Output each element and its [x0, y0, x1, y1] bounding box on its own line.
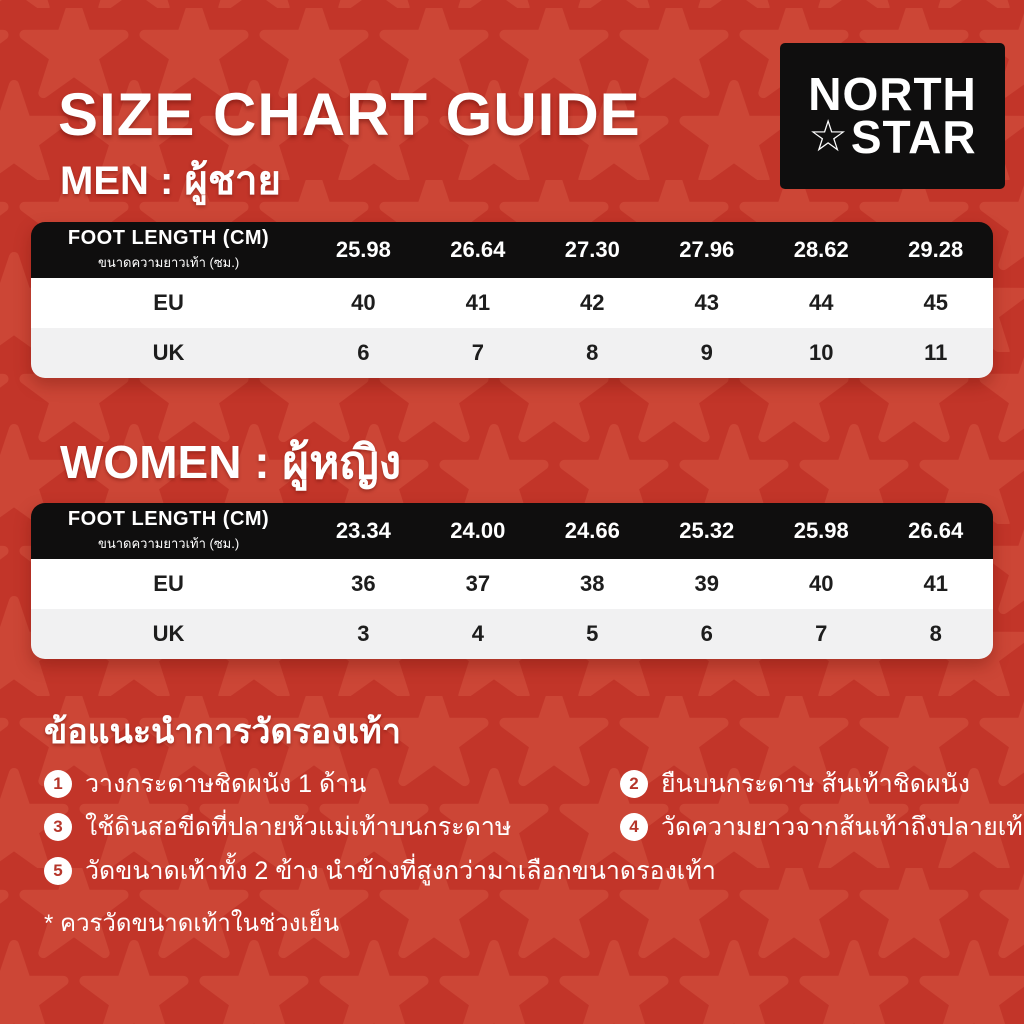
- men-length-value: 27.30: [564, 237, 620, 262]
- men-uk-size: 6: [357, 340, 370, 365]
- women-eu-label: EU: [153, 571, 184, 596]
- instructions-heading: ข้อแนะนำการวัดรองเท้า: [44, 713, 401, 751]
- women-length-value: 24.00: [450, 518, 506, 543]
- women-uk-label: UK: [152, 621, 185, 646]
- foot-length-sublabel-thai: ขนาดความยาวเท้า (ซม.): [97, 536, 240, 551]
- foot-length-label: FOOT LENGTH (CM): [67, 227, 270, 249]
- women-uk-size: 5: [586, 621, 599, 646]
- women-uk-row: UK 3 4 5 6 7 8: [31, 609, 993, 659]
- step-3-badge: 3: [44, 813, 72, 841]
- step-5-badge: 5: [44, 857, 72, 885]
- star-outline-icon: ☆: [808, 112, 849, 162]
- men-table-header-row: FOOT LENGTH (CM) ขนาดความยาวเท้า (ซม.) 2…: [31, 222, 993, 278]
- women-length-value: 24.66: [564, 518, 620, 543]
- step-4-badge: 4: [620, 813, 648, 841]
- instruction-item-4: 4 วัดความยาวจากส้นเท้าถึงปลายเท้า: [620, 807, 1024, 847]
- men-length-value: 25.98: [335, 237, 391, 262]
- women-uk-size: 6: [700, 621, 713, 646]
- women-eu-size: 41: [923, 571, 948, 596]
- men-uk-size: 11: [924, 340, 948, 365]
- men-uk-size: 7: [471, 340, 484, 365]
- instruction-item-3: 3 ใช้ดินสอขีดที่ปลายหัวแม่เท้าบนกระดาษ: [44, 807, 511, 847]
- men-eu-size: 43: [694, 290, 719, 315]
- men-uk-size: 10: [808, 340, 834, 365]
- women-eu-size: 39: [694, 571, 719, 596]
- foot-length-label: FOOT LENGTH (CM): [67, 508, 270, 530]
- men-uk-size: 9: [700, 340, 713, 365]
- women-eu-size: 37: [465, 571, 491, 596]
- men-length-value: 27.96: [679, 237, 735, 262]
- women-length-value: 26.64: [908, 518, 964, 543]
- men-size-table: FOOT LENGTH (CM) ขนาดความยาวเท้า (ซม.) 2…: [31, 222, 993, 378]
- step-2-text: ยืนบนกระดาษ ส้นเท้าชิดผนัง: [661, 770, 970, 798]
- women-eu-row: EU 36 37 38 39 40 41: [31, 559, 993, 609]
- women-foot-length-header: FOOT LENGTH (CM) ขนาดความยาวเท้า (ซม.): [31, 508, 306, 554]
- women-length-value: 25.98: [793, 518, 849, 543]
- foot-length-sublabel-thai: ขนาดความยาวเท้า (ซม.): [97, 255, 240, 270]
- logo-text-star-row: ☆ STAR: [808, 111, 977, 163]
- men-eu-row: EU 40 41 42 43 44 45: [31, 278, 993, 328]
- women-length-value: 25.32: [679, 518, 735, 543]
- women-length-value: 23.34: [335, 518, 391, 543]
- women-uk-size: 3: [357, 621, 370, 646]
- women-size-table: FOOT LENGTH (CM) ขนาดความยาวเท้า (ซม.) 2…: [31, 503, 993, 659]
- men-foot-length-header: FOOT LENGTH (CM) ขนาดความยาวเท้า (ซม.): [31, 227, 306, 273]
- men-length-value: 29.28: [908, 237, 964, 262]
- step-4-text: วัดความยาวจากส้นเท้าถึงปลายเท้า: [661, 813, 1024, 841]
- women-table-header-row: FOOT LENGTH (CM) ขนาดความยาวเท้า (ซม.) 2…: [31, 503, 993, 559]
- instruction-item-2: 2 ยืนบนกระดาษ ส้นเท้าชิดผนัง: [620, 764, 970, 804]
- northstar-logo: NORTH ☆ STAR: [780, 43, 1005, 189]
- logo-text-north: NORTH: [808, 67, 977, 120]
- women-eu-size: 38: [580, 571, 605, 596]
- men-eu-size: 44: [808, 290, 834, 315]
- men-eu-size: 41: [465, 290, 491, 315]
- men-eu-size: 45: [923, 290, 948, 315]
- women-uk-size: 7: [815, 621, 828, 646]
- men-eu-size: 42: [580, 290, 605, 315]
- instruction-item-1: 1 วางกระดาษชิดผนัง 1 ด้าน: [44, 764, 366, 804]
- men-length-value: 28.62: [793, 237, 849, 262]
- logo-text-star: STAR: [850, 111, 977, 163]
- women-eu-size: 40: [808, 571, 834, 596]
- women-uk-size: 4: [471, 621, 484, 646]
- step-2-badge: 2: [620, 770, 648, 798]
- men-eu-size: 40: [351, 290, 376, 315]
- men-uk-size: 8: [586, 340, 599, 365]
- women-uk-size: 8: [929, 621, 942, 646]
- men-uk-label: UK: [152, 340, 185, 365]
- women-eu-size: 36: [351, 571, 376, 596]
- step-3-text: ใช้ดินสอขีดที่ปลายหัวแม่เท้าบนกระดาษ: [85, 813, 512, 841]
- instruction-item-5: 5 วัดขนาดเท้าทั้ง 2 ข้าง นำข้างที่สูงกว่…: [44, 851, 716, 891]
- step-1-badge: 1: [44, 770, 72, 798]
- measurement-footnote: * ควรวัดขนาดเท้าในช่วงเย็น: [44, 910, 340, 937]
- women-section-label: WOMEN : ผู้หญิง: [60, 436, 402, 488]
- men-uk-row: UK 6 7 8 9 10 11: [31, 328, 993, 378]
- men-section-label: MEN : ผู้ชาย: [60, 159, 281, 203]
- step-5-text: วัดขนาดเท้าทั้ง 2 ข้าง นำข้างที่สูงกว่าม…: [85, 857, 716, 885]
- step-1-text: วางกระดาษชิดผนัง 1 ด้าน: [85, 770, 367, 798]
- page-title: SIZE CHART GUIDE: [58, 81, 641, 148]
- men-length-value: 26.64: [450, 237, 506, 262]
- men-eu-label: EU: [153, 290, 184, 315]
